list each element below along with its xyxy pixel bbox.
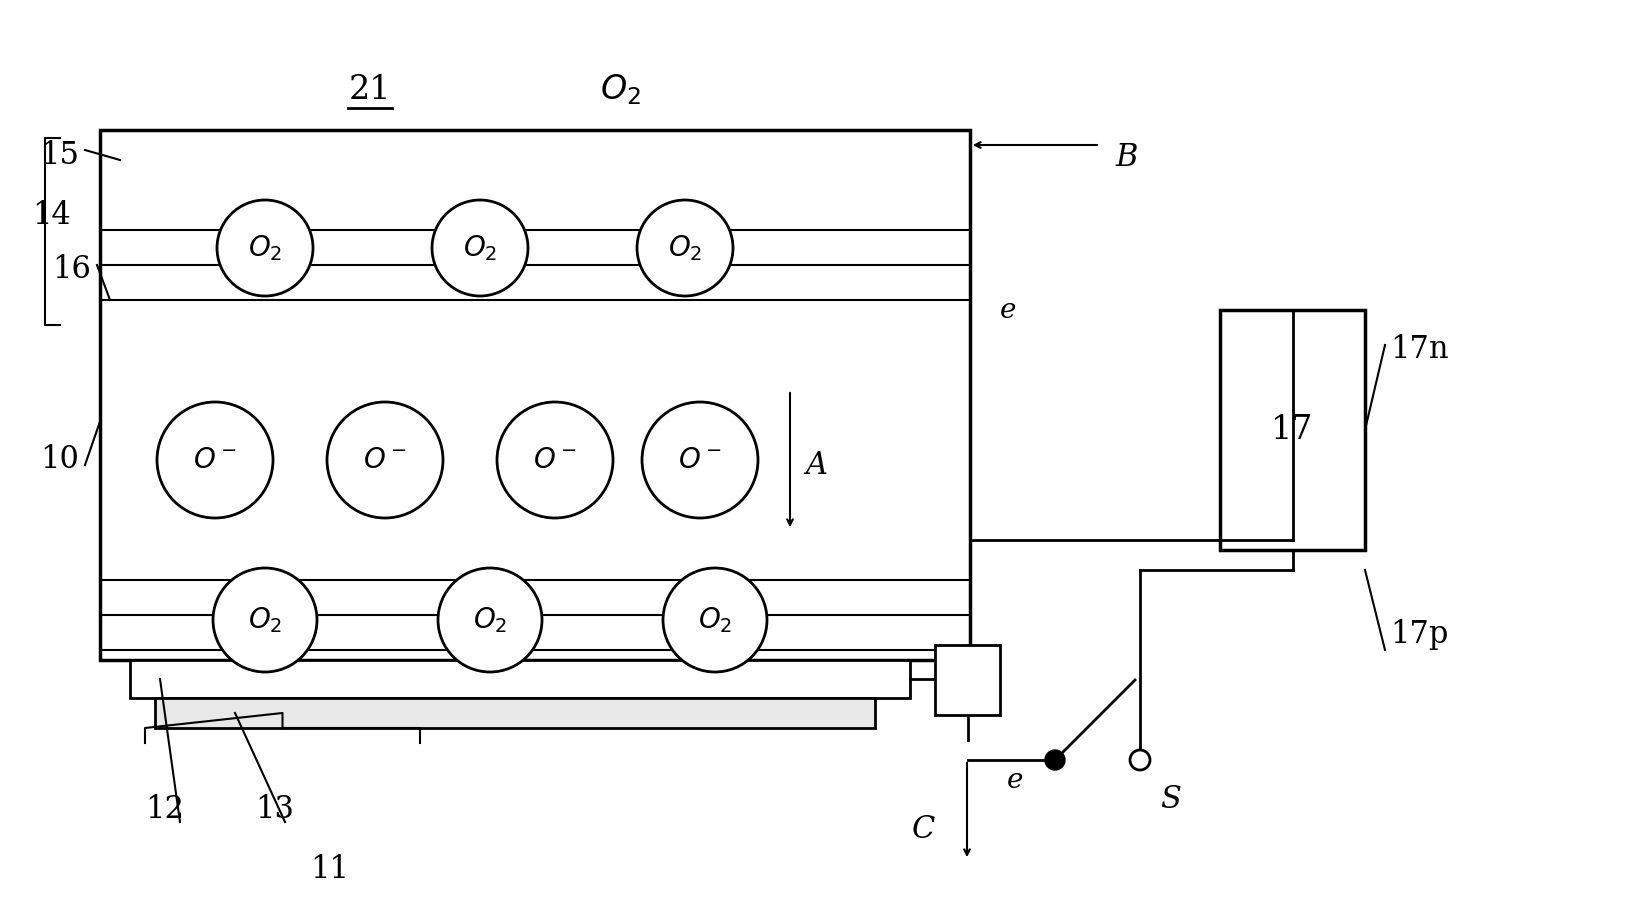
Text: 17n: 17n: [1390, 334, 1449, 366]
Text: e: e: [1007, 767, 1024, 794]
Text: $O^-$: $O^-$: [679, 447, 721, 474]
Text: 10: 10: [41, 444, 79, 476]
Text: 12: 12: [146, 795, 184, 825]
Circle shape: [439, 568, 542, 672]
Bar: [100, 130, 969, 660]
Text: C: C: [912, 815, 935, 845]
Text: $O_2$: $O_2$: [669, 233, 702, 263]
Text: $O_2$: $O_2$: [463, 233, 498, 263]
Circle shape: [664, 568, 767, 672]
Text: $O_2$: $O_2$: [698, 605, 733, 635]
Bar: [935, 645, 1001, 715]
Circle shape: [1045, 750, 1065, 770]
Text: 13: 13: [256, 795, 294, 825]
Bar: [154, 698, 876, 728]
Text: 11: 11: [311, 854, 350, 886]
Text: $O_2$: $O_2$: [248, 605, 283, 635]
Text: e: e: [1001, 296, 1017, 323]
Text: B: B: [1116, 142, 1137, 174]
Text: $O^-$: $O^-$: [363, 447, 407, 474]
Text: 17: 17: [1272, 414, 1314, 446]
Text: 14: 14: [33, 199, 71, 231]
Circle shape: [158, 402, 273, 518]
Circle shape: [327, 402, 444, 518]
Text: 17p: 17p: [1390, 620, 1449, 651]
Circle shape: [496, 402, 613, 518]
Text: $O^-$: $O^-$: [532, 447, 577, 474]
Text: $O_2$: $O_2$: [473, 605, 508, 635]
Bar: [130, 660, 910, 698]
Bar: [1221, 310, 1365, 550]
Circle shape: [217, 200, 314, 296]
Text: A: A: [805, 450, 826, 480]
Text: 21: 21: [348, 74, 391, 106]
Circle shape: [637, 200, 733, 296]
Circle shape: [1130, 750, 1150, 770]
Text: $O_2$: $O_2$: [248, 233, 283, 263]
Text: $O_2$: $O_2$: [600, 73, 641, 107]
Circle shape: [432, 200, 527, 296]
Text: 15: 15: [41, 140, 79, 170]
Text: S: S: [1160, 785, 1181, 815]
Circle shape: [214, 568, 317, 672]
Text: 16: 16: [53, 254, 92, 286]
Circle shape: [642, 402, 757, 518]
Text: $O^-$: $O^-$: [194, 447, 237, 474]
